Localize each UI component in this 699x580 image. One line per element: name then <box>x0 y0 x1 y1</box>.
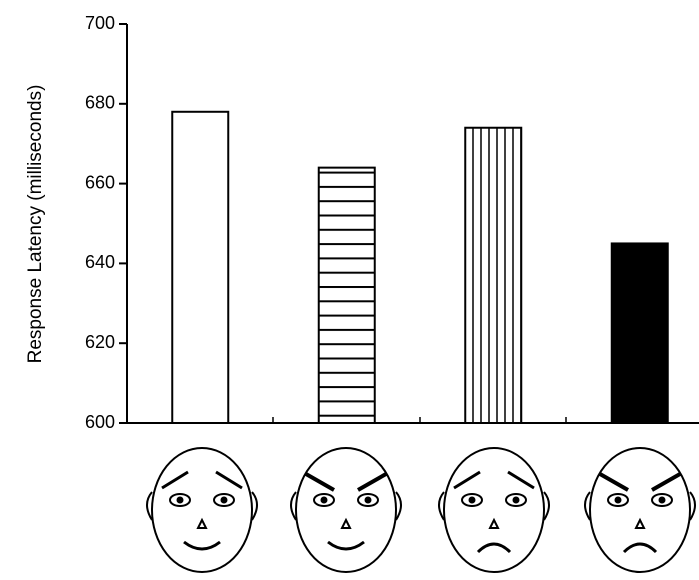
face-icon <box>147 448 257 572</box>
bar <box>612 243 668 423</box>
bar <box>172 112 228 423</box>
y-tick-label: 640 <box>85 252 115 272</box>
y-tick-label: 680 <box>85 93 115 113</box>
y-tick-label: 700 <box>85 13 115 33</box>
face-icon <box>291 448 401 572</box>
face-icon <box>439 448 549 572</box>
face-icon <box>585 448 695 572</box>
bar <box>465 128 521 423</box>
y-tick-label: 620 <box>85 332 115 352</box>
y-axis-label: Response Latency (milliseconds) <box>25 85 46 364</box>
y-tick-label: 660 <box>85 172 115 192</box>
y-tick-label: 600 <box>85 412 115 432</box>
chart: Response Latency (milliseconds) <box>0 0 699 580</box>
bar <box>319 168 375 423</box>
